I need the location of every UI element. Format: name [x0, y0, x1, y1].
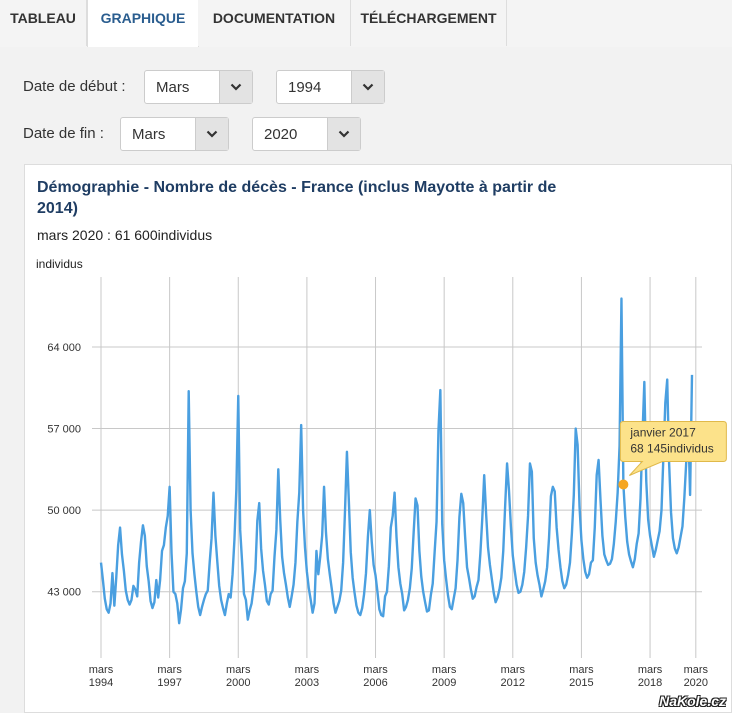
end-month-value: Mars — [132, 126, 166, 143]
chevron-down-icon — [195, 118, 228, 150]
chevron-down-icon — [327, 118, 360, 150]
chart-card: Démographie - Nombre de décès - France (… — [24, 164, 732, 713]
start-year-value: 1994 — [288, 79, 322, 96]
end-year-value: 2020 — [264, 126, 298, 143]
tab-bar: TABLEAU GRAPHIQUE DOCUMENTATION TÉLÉCHAR… — [0, 0, 732, 48]
end-date-label: Date de fin : — [23, 125, 104, 142]
start-year-select[interactable]: 1994 — [276, 70, 385, 104]
chart-subtitle: mars 2020 : 61 600individus — [37, 227, 213, 243]
start-month-value: Mars — [156, 79, 190, 96]
start-month-select[interactable]: Mars — [144, 70, 253, 104]
chart-title: Démographie - Nombre de décès - France (… — [37, 179, 557, 217]
chevron-down-icon — [219, 71, 252, 103]
tab-telechargement[interactable]: TÉLÉCHARGEMENT — [351, 0, 507, 46]
watermark: NaKole.cz — [659, 693, 726, 709]
tab-graphique[interactable]: GRAPHIQUE — [87, 0, 199, 47]
end-month-select[interactable]: Mars — [120, 117, 229, 151]
tab-documentation[interactable]: DOCUMENTATION — [198, 0, 351, 46]
tab-tableau[interactable]: TABLEAU — [0, 0, 87, 46]
start-date-label: Date de début : — [23, 78, 126, 95]
chevron-down-icon — [351, 71, 384, 103]
end-year-select[interactable]: 2020 — [252, 117, 361, 151]
